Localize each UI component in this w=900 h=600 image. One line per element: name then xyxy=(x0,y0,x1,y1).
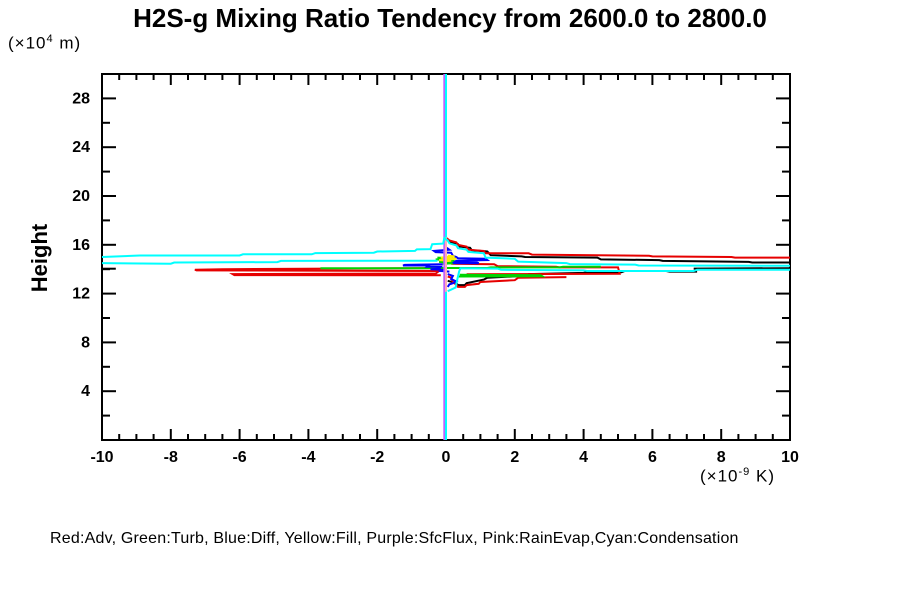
x-tick-label: -10 xyxy=(90,449,113,466)
x-tick-label: -6 xyxy=(232,449,246,466)
chart-title: H2S-g Mixing Ratio Tendency from 2600.0 … xyxy=(133,3,767,33)
y-unit-open: (×10 xyxy=(8,33,47,53)
y-unit-exponent: 4 xyxy=(46,33,54,45)
series-condensation-second xyxy=(101,259,438,265)
y-tick-label: 4 xyxy=(81,383,90,400)
series-condensation-upper xyxy=(101,236,791,267)
series-adv-upper xyxy=(446,237,790,259)
series-diff-left-zigzag xyxy=(402,263,450,273)
x-tick-label: 6 xyxy=(648,449,657,466)
series-turb-right-spike xyxy=(457,273,546,278)
y-tick-label: 8 xyxy=(81,334,90,351)
y-tick-label: 16 xyxy=(72,237,90,254)
y-tick-label: 24 xyxy=(72,139,90,156)
y-unit-close: m) xyxy=(53,33,82,53)
x-unit-open: (×10 xyxy=(700,466,739,486)
y-tick-label: 20 xyxy=(72,188,90,205)
x-tick-label: 8 xyxy=(717,449,726,466)
y-axis-unit: (×104 m) xyxy=(8,33,81,54)
x-tick-label: 2 xyxy=(510,449,519,466)
series-diff-upper xyxy=(431,246,491,265)
series-fill-zigzag xyxy=(439,254,457,263)
y-tick-label: 12 xyxy=(72,286,90,303)
x-unit-close: K) xyxy=(750,466,776,486)
legend-text: Red:Adv, Green:Turb, Blue:Diff, Yellow:F… xyxy=(50,530,739,547)
x-tick-label: 0 xyxy=(442,449,451,466)
x-axis-unit: (×10-9 K) xyxy=(700,466,775,487)
x-tick-label: -8 xyxy=(164,449,178,466)
x-tick-label: 4 xyxy=(579,449,588,466)
x-tick-label: 10 xyxy=(781,449,799,466)
series-condensation-lower xyxy=(447,267,790,293)
y-tick-label: 28 xyxy=(72,90,90,107)
x-tick-label: -2 xyxy=(370,449,384,466)
x-unit-exponent: -9 xyxy=(738,466,751,478)
x-tick-label: -4 xyxy=(301,449,315,466)
series-adv-lower xyxy=(447,275,567,288)
